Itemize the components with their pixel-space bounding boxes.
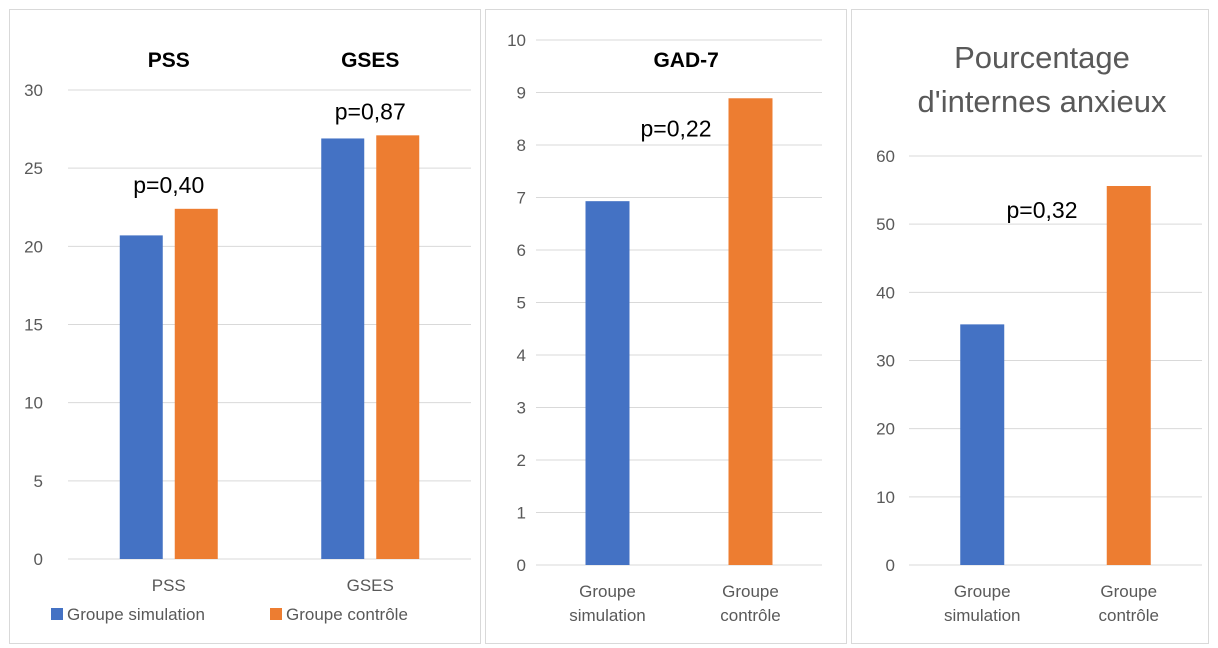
x-tick-label: Groupe [954, 582, 1011, 601]
y-tick-label: 25 [24, 159, 43, 178]
x-tick-label: contrôle [720, 606, 780, 625]
y-tick-label: 10 [507, 31, 526, 50]
y-tick-label: 6 [517, 241, 526, 260]
chart-title-line: Pourcentage [954, 40, 1130, 75]
x-tick-label: GSES [347, 576, 394, 595]
pss-gses-chart: 0 5 10 15 20 25 30 PSS PSS p=0,40 GSES GSES p=0,87 Gr… [24, 49, 471, 624]
y-tick-label: 8 [517, 136, 526, 155]
y-tick-label: 50 [876, 215, 895, 234]
y-tick-label: 1 [517, 504, 526, 523]
chart-panel-pss-gses: 0 5 10 15 20 25 30 PSS PSS p=0,40 GSES GSES p=0,87 Gr… [9, 9, 481, 644]
bar-controle-gses [376, 135, 420, 559]
y-tick-label: 9 [517, 84, 526, 103]
bar-simulation [960, 324, 1005, 565]
y-tick-label: 60 [876, 147, 895, 166]
anxious-interns-chart: 0 10 20 30 40 50 60 Groupe simulation Groupe contr… [876, 40, 1202, 625]
y-tick-label: 5 [34, 472, 43, 491]
y-tick-label: 4 [517, 346, 526, 365]
p-value-annotation: p=0,40 [133, 172, 204, 198]
bar-simulation-gses [321, 138, 365, 560]
y-tick-label: 15 [24, 316, 43, 335]
x-tick-label: contrôle [1099, 606, 1159, 625]
x-tick-label: simulation [944, 606, 1021, 625]
chart-panel-gad7: 0 1 2 3 4 5 6 7 8 9 10 Groupe simulation Groupe contrô… [485, 9, 847, 644]
legend-swatch-controle [270, 608, 282, 620]
p-value-annotation: p=0,87 [335, 98, 406, 124]
group-title: PSS [148, 49, 190, 72]
y-tick-label: 40 [876, 283, 895, 302]
bar-simulation-pss [119, 235, 163, 559]
legend-swatch-simulation [51, 608, 63, 620]
x-tick-label: PSS [152, 576, 186, 595]
chart-title: GAD-7 [653, 49, 718, 72]
bar-controle [1106, 185, 1151, 565]
y-tick-label: 2 [517, 451, 526, 470]
y-tick-label: 0 [886, 556, 895, 575]
x-tick-label: Groupe [1100, 582, 1157, 601]
y-tick-label: 7 [517, 189, 526, 208]
x-tick-label: simulation [569, 606, 646, 625]
y-tick-label: 30 [876, 352, 895, 371]
y-tick-label: 0 [517, 556, 526, 575]
y-tick-label: 10 [876, 488, 895, 507]
y-tick-label: 20 [24, 237, 43, 256]
y-tick-label: 0 [34, 550, 43, 569]
chart-panel-anxious-interns: 0 10 20 30 40 50 60 Groupe simulation Groupe contr… [851, 9, 1209, 644]
y-tick-label: 30 [24, 81, 43, 100]
x-tick-label: Groupe [579, 582, 636, 601]
p-value-annotation: p=0,22 [641, 115, 712, 141]
y-tick-label: 10 [24, 394, 43, 413]
bar-simulation [585, 201, 630, 566]
legend-label-controle: Groupe contrôle [286, 605, 408, 624]
gad7-chart: 0 1 2 3 4 5 6 7 8 9 10 Groupe simulation Groupe contrô… [507, 31, 822, 625]
y-tick-label: 3 [517, 399, 526, 418]
group-title: GSES [341, 49, 399, 72]
chart-title-line: d'internes anxieux [918, 84, 1167, 119]
p-value-annotation: p=0,32 [1007, 197, 1078, 223]
y-tick-label: 20 [876, 420, 895, 439]
legend-label-simulation: Groupe simulation [67, 605, 205, 624]
bar-controle [728, 98, 773, 566]
y-tick-label: 5 [517, 294, 526, 313]
bar-controle-pss [174, 208, 218, 559]
x-tick-label: Groupe [722, 582, 779, 601]
